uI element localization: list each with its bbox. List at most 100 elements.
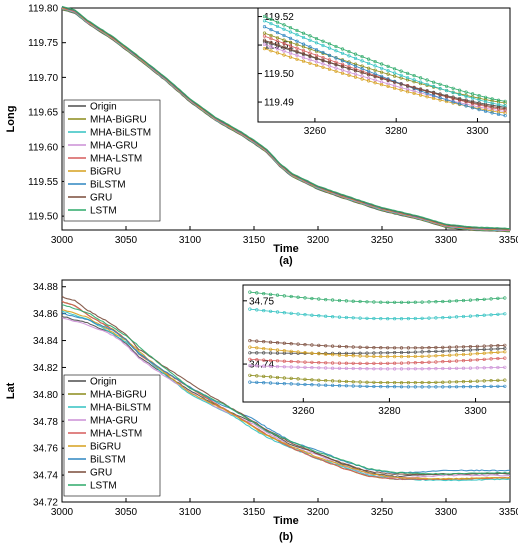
inset-marker: [353, 68, 358, 73]
inset-marker: [413, 300, 417, 304]
inset-marker: [327, 60, 332, 64]
inset-marker: [295, 46, 299, 50]
inset-marker: [288, 47, 293, 51]
inset-marker: [358, 384, 362, 388]
inset-marker: [295, 42, 299, 47]
inset-marker: [365, 367, 369, 371]
inset-marker: [461, 380, 466, 384]
legend-label: BiGRU: [90, 167, 121, 178]
inset-x-tick-label: 3280: [378, 406, 401, 417]
inset-marker: [477, 98, 481, 102]
inset-marker: [413, 316, 417, 321]
inset-marker: [496, 384, 500, 388]
inset-marker: [367, 69, 371, 73]
inset-marker: [475, 366, 479, 370]
inset-marker: [441, 380, 445, 384]
inset-x-tick-label: 3280: [385, 126, 408, 137]
legend-label: BiLSTM: [90, 455, 126, 466]
inset-marker: [324, 298, 328, 302]
inset-marker: [262, 38, 267, 42]
inset-marker: [351, 299, 355, 303]
inset-marker: [301, 42, 306, 46]
inset-marker: [379, 346, 383, 350]
inset-marker: [503, 343, 507, 347]
inset-marker: [464, 104, 468, 108]
inset-marker: [289, 311, 293, 316]
series-lines-b: [61, 295, 511, 482]
inset-marker: [275, 348, 280, 352]
inset-marker: [327, 64, 332, 68]
inset-marker: [314, 48, 319, 52]
inset-marker: [262, 374, 266, 379]
inset-marker: [321, 50, 325, 55]
inset-marker: [275, 365, 280, 369]
inset-marker: [434, 300, 438, 304]
inset-marker: [301, 51, 306, 56]
inset-marker: [303, 296, 307, 300]
inset-marker: [425, 95, 429, 99]
legend-label: MHA-BiLSTM: [90, 403, 151, 414]
inset-marker: [448, 299, 452, 303]
inset-marker: [413, 350, 417, 354]
inset-marker: [303, 377, 307, 382]
inset-marker: [427, 354, 431, 358]
inset-marker: [379, 351, 383, 355]
inset-marker: [324, 379, 328, 383]
inset-marker: [334, 56, 338, 60]
inset-series-lstm: [262, 14, 507, 103]
x-tick-label: 3200: [307, 507, 330, 518]
inset-marker: [365, 345, 369, 350]
inset-marker: [497, 102, 501, 107]
inset-marker: [372, 361, 376, 366]
inset-marker: [503, 296, 507, 300]
legend-label: Origin: [90, 377, 117, 388]
inset-marker: [438, 86, 442, 91]
inset-marker: [393, 67, 397, 71]
inset-marker: [310, 351, 314, 355]
inset-marker: [337, 361, 342, 365]
inset-marker: [490, 97, 494, 101]
inset-marker: [340, 47, 345, 51]
inset-marker: [399, 367, 404, 371]
inset-marker: [269, 40, 273, 45]
inset-marker: [482, 379, 486, 383]
inset-marker: [372, 300, 376, 304]
inset-marker: [471, 106, 475, 110]
y-tick-label: 34.74: [33, 471, 58, 482]
legend-label: MHA-BiGRU: [90, 115, 147, 126]
inset-marker: [331, 366, 335, 370]
inset-marker: [296, 342, 300, 346]
inset-marker: [386, 381, 390, 385]
inset-marker: [455, 380, 459, 384]
inset-marker: [484, 103, 488, 107]
inset-marker: [296, 360, 300, 364]
inset-marker: [360, 54, 364, 59]
inset-marker: [317, 297, 321, 301]
panel-label-a: (a): [279, 255, 293, 267]
inset-marker: [427, 300, 431, 304]
inset-series-mha-bilstm: [248, 307, 507, 321]
inset-marker: [420, 367, 424, 371]
inset-marker: [275, 341, 280, 345]
inset-marker: [490, 109, 494, 113]
inset-marker: [489, 357, 493, 361]
inset-marker: [393, 367, 397, 371]
inset-marker: [310, 360, 314, 364]
y-tick-label: 34.84: [33, 336, 58, 347]
x-tick-label: 3350: [499, 507, 518, 518]
inset-marker: [496, 350, 500, 354]
inset-marker: [399, 88, 403, 92]
inset-marker: [269, 381, 273, 385]
inset-marker: [288, 36, 293, 41]
legend-label: MHA-GRU: [90, 141, 138, 152]
inset-marker: [289, 359, 293, 364]
inset-marker: [337, 379, 342, 383]
x-axis-label-b: Time: [273, 515, 298, 527]
inset-marker: [296, 382, 300, 386]
inset-marker: [399, 350, 404, 355]
x-tick-label: 3050: [115, 507, 138, 518]
inset-marker: [358, 299, 362, 304]
inset-marker: [308, 45, 312, 49]
inset-marker: [262, 46, 267, 51]
inset-marker: [310, 343, 314, 347]
